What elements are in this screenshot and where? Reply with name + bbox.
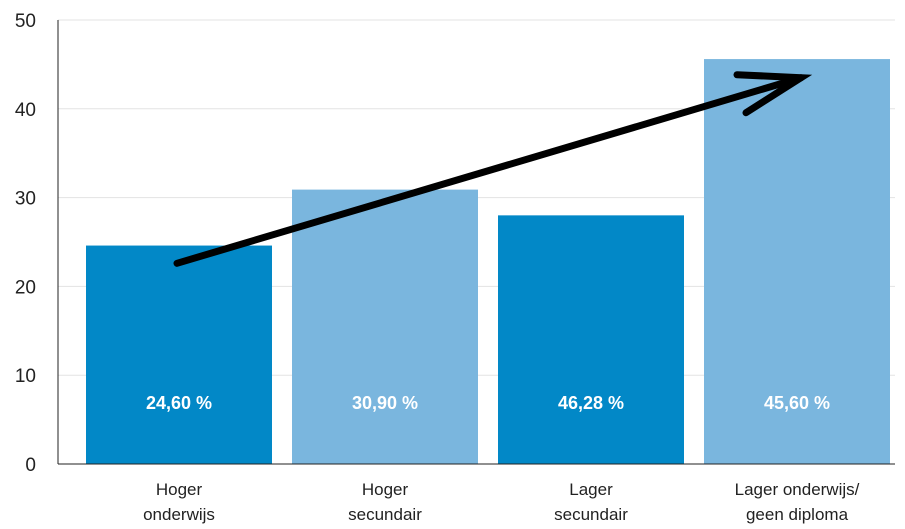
- y-tick-label: 20: [15, 277, 36, 298]
- data-labels: 24,60 % 30,90 % 46,28 % 45,60 %: [146, 393, 830, 413]
- bar-4: [704, 59, 890, 465]
- bar-2: [292, 189, 478, 464]
- bar-3: [498, 215, 684, 464]
- trend-arrow: [173, 71, 813, 267]
- y-tick-label: 50: [15, 11, 36, 32]
- y-tick-labels: 0 10 20 30 40 50: [15, 11, 36, 476]
- x-tick-label: Hoger: [362, 480, 409, 499]
- y-tick-label: 40: [15, 100, 36, 121]
- bar-1: [86, 245, 272, 464]
- x-tick-label: geen diploma: [746, 505, 849, 524]
- x-tick-label: Lager: [569, 480, 613, 499]
- y-tick-label: 10: [15, 366, 36, 387]
- y-tick-label: 0: [25, 455, 36, 476]
- trend-arrow-head: [733, 71, 813, 117]
- data-label: 30,90 %: [352, 393, 418, 413]
- data-label: 46,28 %: [558, 393, 624, 413]
- data-label: 45,60 %: [764, 393, 830, 413]
- y-tick-label: 30: [15, 189, 36, 210]
- x-tick-label: Lager onderwijs/: [735, 480, 860, 499]
- x-tick-label: secundair: [554, 505, 628, 524]
- bars: [86, 59, 890, 465]
- data-label: 24,60 %: [146, 393, 212, 413]
- x-tick-label: onderwijs: [143, 505, 215, 524]
- axes: [57, 20, 895, 465]
- x-tick-label: secundair: [348, 505, 422, 524]
- x-tick-labels: Hoger onderwijs Hoger secundair Lager secunda…: [143, 480, 860, 524]
- trend-arrow-shaft: [173, 74, 805, 267]
- x-tick-label: Hoger: [156, 480, 203, 499]
